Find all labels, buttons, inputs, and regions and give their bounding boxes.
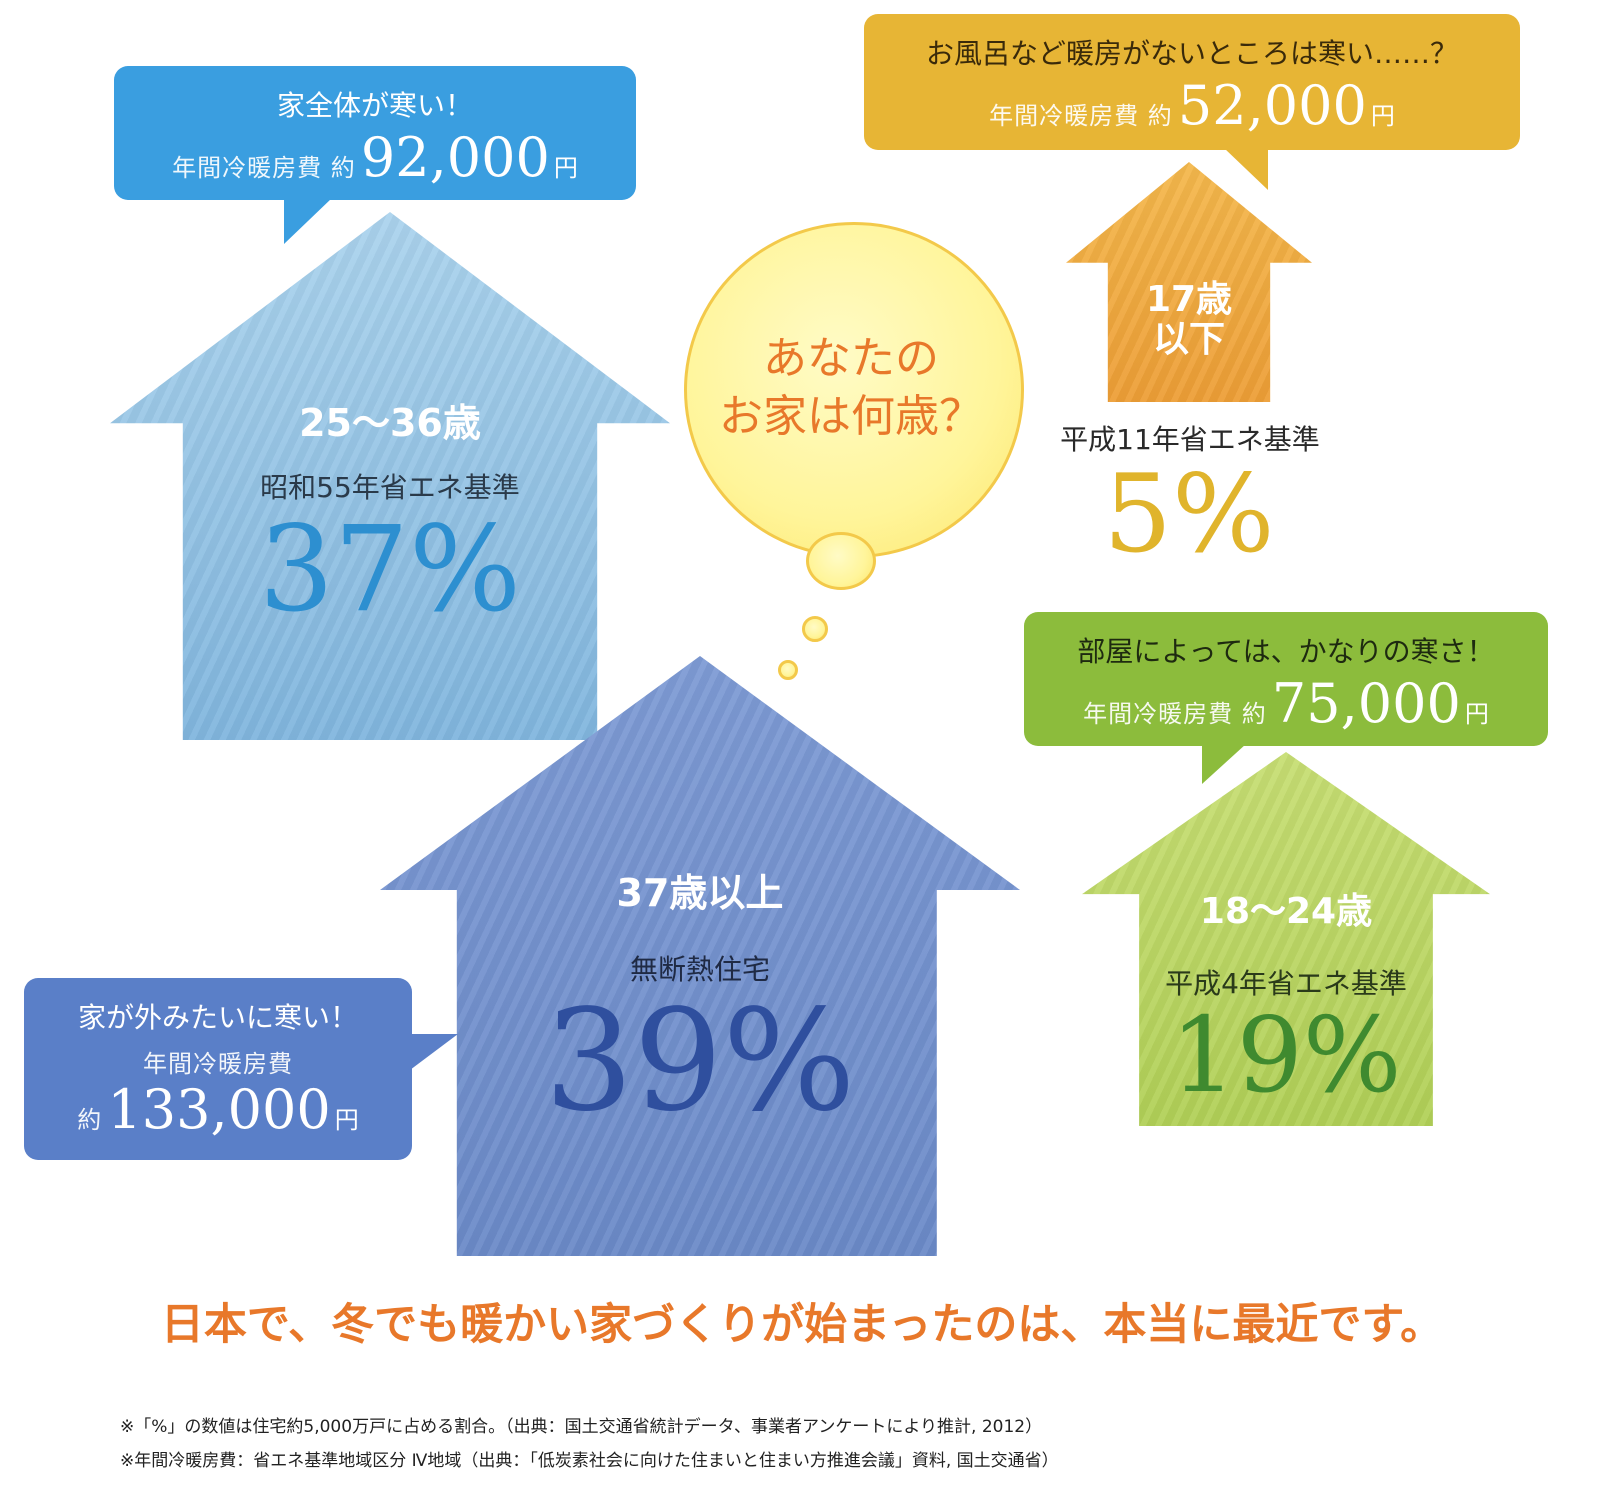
thought-dot-small — [778, 660, 798, 680]
orange-house-percent: 5% — [1103, 452, 1275, 577]
note-2: ※年間冷暖房費：省エネ基準地域区分 Ⅳ地域（出典：「低炭素社会に向けた住まいと住… — [120, 1451, 1059, 1471]
navy-house-age: 37歳以上 — [616, 871, 784, 915]
thought-line1: あなたの — [763, 333, 939, 384]
green-bubble-title: 部屋によっては、かなりの寒さ！ — [1077, 635, 1495, 668]
navy-bubble-cost-label: 年間冷暖房費 — [143, 1050, 293, 1078]
navy-cost-bubble: 家が外みたいに寒い！ 年間冷暖房費 約 133,000 円 — [24, 978, 458, 1160]
green-bubble-cost: 75,000 — [1271, 672, 1461, 735]
thought-line2: お家は何歳？ — [719, 391, 983, 442]
thought-dot-large — [802, 616, 828, 642]
orange-house-standard: 平成11年省エネ基準 — [1060, 423, 1320, 456]
orange-cost-bubble: お風呂など暖房がないところは寒い……？ 年間冷暖房費 約 52,000 円 — [864, 14, 1520, 190]
navy-bubble-yen: 円 — [334, 1106, 359, 1134]
green-house-standard: 平成4年省エネ基準 — [1165, 967, 1407, 1000]
blue-house-standard: 昭和55年省エネ基準 — [260, 471, 520, 504]
orange-bubble-cost-label: 年間冷暖房費 約 — [989, 102, 1173, 130]
orange-bubble-cost: 52,000 — [1177, 74, 1367, 137]
navy-house-percent: 39% — [544, 980, 856, 1143]
orange-bubble-title: お風呂など暖房がないところは寒い……？ — [925, 37, 1458, 70]
orange-bubble-yen: 円 — [1370, 102, 1395, 130]
blue-bubble-yen: 円 — [553, 154, 578, 182]
thought-bubble — [684, 222, 1024, 558]
blue-bubble-title: 家全体が寒い！ — [276, 89, 473, 122]
note-1: ※「%」の数値は住宅約5,000万戸に占める割合。（出典：国土交通省統計データ、… — [120, 1417, 1043, 1437]
headline: 日本で、冬でも暖かい家づくりが始まったのは、本当に最近です。 — [160, 1300, 1444, 1350]
thought-bubble-neck — [806, 532, 876, 590]
green-house-age: 18〜24歳 — [1199, 891, 1373, 932]
green-bubble-yen: 円 — [1464, 700, 1489, 728]
green-house-percent: 19% — [1170, 994, 1402, 1116]
blue-bubble-cost: 92,000 — [360, 126, 550, 189]
blue-bubble-cost-label: 年間冷暖房費 約 — [172, 154, 356, 182]
orange-house-age-line1: 17歳 — [1145, 279, 1233, 320]
blue-cost-bubble: 家全体が寒い！ 年間冷暖房費 約 92,000 円 — [114, 66, 636, 244]
orange-house-age-line2: 以下 — [1152, 319, 1225, 360]
navy-bubble-cost-prefix: 約 — [77, 1106, 103, 1134]
blue-house-percent: 37% — [258, 500, 522, 638]
blue-house-age: 25〜36歳 — [299, 401, 481, 445]
navy-bubble-title: 家が外みたいに寒い！ — [77, 1001, 358, 1034]
navy-bubble-cost: 133,000 — [107, 1078, 331, 1141]
green-cost-bubble: 部屋によっては、かなりの寒さ！ 年間冷暖房費 約 75,000 円 — [1024, 612, 1548, 784]
navy-house-standard: 無断熱住宅 — [629, 953, 770, 986]
green-bubble-cost-label: 年間冷暖房費 約 — [1083, 700, 1267, 728]
